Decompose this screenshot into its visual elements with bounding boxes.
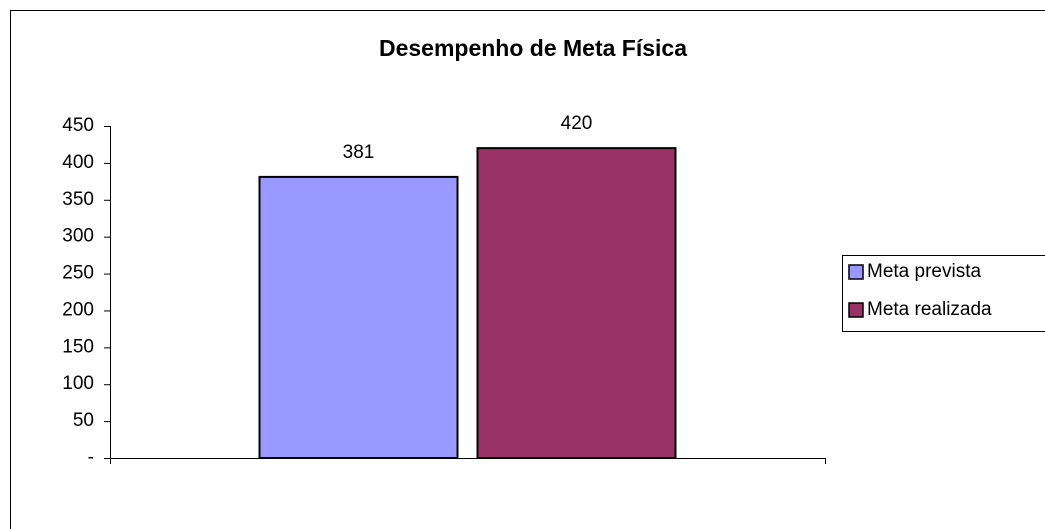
y-tick-label: 100: [62, 373, 94, 394]
legend-label: Meta realizada: [867, 299, 992, 320]
data-label: 420: [561, 113, 593, 134]
y-tick-label: 400: [62, 152, 94, 173]
legend-box: [842, 255, 1045, 332]
y-tick-label: 200: [62, 299, 94, 320]
data-label: 381: [343, 142, 375, 163]
y-tick-label: 450: [62, 115, 94, 136]
legend-swatch: [848, 264, 864, 280]
legend-swatch: [848, 302, 864, 318]
legend-label: Meta prevista: [867, 261, 981, 282]
y-tick-label: 150: [62, 336, 94, 357]
y-tick-label: 350: [62, 189, 94, 210]
bar: [476, 147, 677, 459]
y-tick-label: 300: [62, 226, 94, 247]
y-tick-label: 250: [62, 263, 94, 284]
chart-title: Desempenho de Meta Física: [379, 35, 687, 61]
y-tick-label: 50: [73, 410, 94, 431]
bar: [258, 175, 459, 459]
y-tick-label: -: [88, 447, 94, 468]
